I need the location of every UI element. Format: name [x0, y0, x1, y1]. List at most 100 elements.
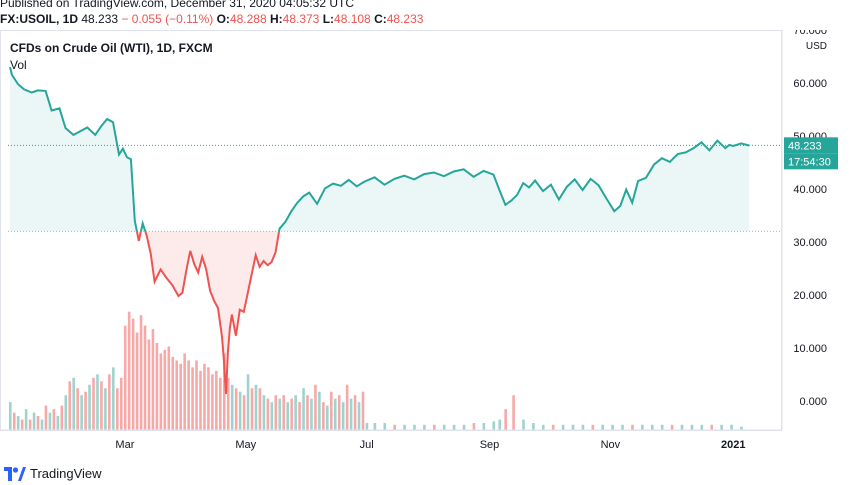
volume-bar: [44, 405, 48, 430]
volume-bar: [96, 374, 99, 430]
volume-bar: [423, 424, 426, 430]
volume-bar: [306, 395, 309, 430]
volume-bar: [250, 388, 254, 430]
volume-bar: [262, 395, 266, 430]
y-tick-label: 30.000: [793, 237, 827, 249]
close-label: C:: [374, 12, 387, 26]
volume-bar: [88, 384, 91, 430]
last-price-text: 48.233: [788, 140, 822, 152]
volume-bar: [482, 423, 486, 430]
volume-bar: [690, 424, 694, 430]
volume-bar: [601, 424, 605, 430]
volume-bar: [345, 384, 349, 430]
volume-bar: [119, 377, 123, 430]
volume-bar: [641, 424, 644, 430]
countdown-tag: [784, 153, 838, 170]
price-chart[interactable]: 70.00060.00050.00040.00030.00020.00010.0…: [0, 30, 852, 460]
last-price-tag: [784, 137, 838, 154]
volume-bar: [571, 424, 575, 430]
volume-bar: [290, 398, 293, 430]
volume-bar: [238, 391, 242, 430]
volume-bar: [730, 424, 733, 430]
volume-bar: [341, 402, 345, 430]
volume-bar: [660, 424, 664, 430]
volume-bar: [329, 391, 333, 430]
volume-bar: [12, 412, 16, 430]
volume-bar: [492, 421, 496, 430]
volume-bar: [270, 402, 274, 430]
volume-bar: [48, 412, 52, 430]
volume-bar: [274, 395, 278, 430]
volume-bar: [52, 409, 56, 430]
volume-bar: [322, 402, 325, 430]
volume-bar: [504, 409, 507, 430]
volume-bar: [403, 424, 406, 430]
volume-bar: [720, 424, 723, 430]
volume-bar: [302, 388, 305, 430]
volume-bar: [199, 370, 202, 430]
symbol-label: FX:USOIL, 1D: [0, 12, 79, 26]
volume-bar: [266, 398, 270, 430]
volume-bar: [591, 424, 595, 430]
volume-bar: [8, 402, 12, 430]
volume-bar: [175, 360, 179, 430]
volume-bar: [433, 424, 436, 430]
volume-bar: [326, 405, 329, 430]
volume-bar: [179, 363, 182, 430]
volume-bar: [512, 395, 515, 430]
plot-area: [0, 30, 782, 431]
volume-bar: [337, 395, 341, 430]
volume-bar: [581, 424, 585, 430]
price-area: [10, 67, 750, 394]
volume-bar: [498, 419, 502, 430]
volume-bar: [365, 423, 369, 430]
volume-bar: [84, 391, 87, 430]
volume-bar: [522, 419, 525, 430]
volume-bar: [115, 388, 119, 430]
volume-bar: [64, 395, 68, 430]
volume-bar: [159, 353, 163, 430]
volume-bar: [163, 349, 167, 430]
volume-bar: [211, 374, 214, 430]
volume-bar: [551, 424, 555, 430]
x-tick-label: May: [235, 439, 256, 451]
volume-bar: [187, 360, 190, 430]
volume-bar: [195, 360, 198, 430]
volume-bar: [147, 339, 151, 430]
countdown-text: 17:54:30: [788, 156, 831, 168]
tradingview-logo[interactable]: TradingView: [4, 466, 102, 481]
volume-bar: [452, 424, 456, 430]
change-value: − 0.055 (−0.11%): [121, 12, 214, 26]
high-value: 48.373: [282, 12, 320, 26]
y-axis[interactable]: 70.00060.00050.00040.00030.00020.00010.0…: [781, 30, 827, 430]
volume-bar: [357, 402, 361, 430]
y-tick-label: 70.000: [793, 30, 827, 37]
volume-bar: [183, 353, 186, 430]
volume-bar: [294, 395, 297, 430]
volume-bar: [532, 423, 535, 430]
volume-bar: [353, 395, 357, 430]
legend-title: CFDs on Crude Oil (WTI), 1D, FXCM: [10, 41, 213, 55]
volume-bar: [167, 346, 171, 430]
volume-bar: [32, 412, 36, 430]
volume-bar: [68, 381, 72, 430]
volume-bar: [226, 377, 230, 430]
price-line: [9, 66, 750, 395]
volume-bar: [155, 343, 159, 430]
x-tick-label: 2021: [721, 439, 745, 451]
volume-bar: [472, 423, 476, 430]
volume-bar: [215, 370, 218, 430]
volume-bar: [92, 377, 95, 430]
volume-bar: [222, 353, 226, 430]
volume-bar: [258, 388, 262, 430]
volume-bar: [361, 391, 365, 430]
volume-bar: [650, 424, 654, 430]
volume-bar: [123, 325, 127, 430]
x-axis[interactable]: Mar May Jul Sep Nov 2021: [0, 429, 782, 451]
tradingview-logo-icon: [4, 466, 26, 481]
volume-bar: [542, 424, 545, 430]
volume-bar: [28, 419, 32, 430]
volume-bar: [40, 419, 44, 430]
volume-bar: [442, 424, 446, 430]
